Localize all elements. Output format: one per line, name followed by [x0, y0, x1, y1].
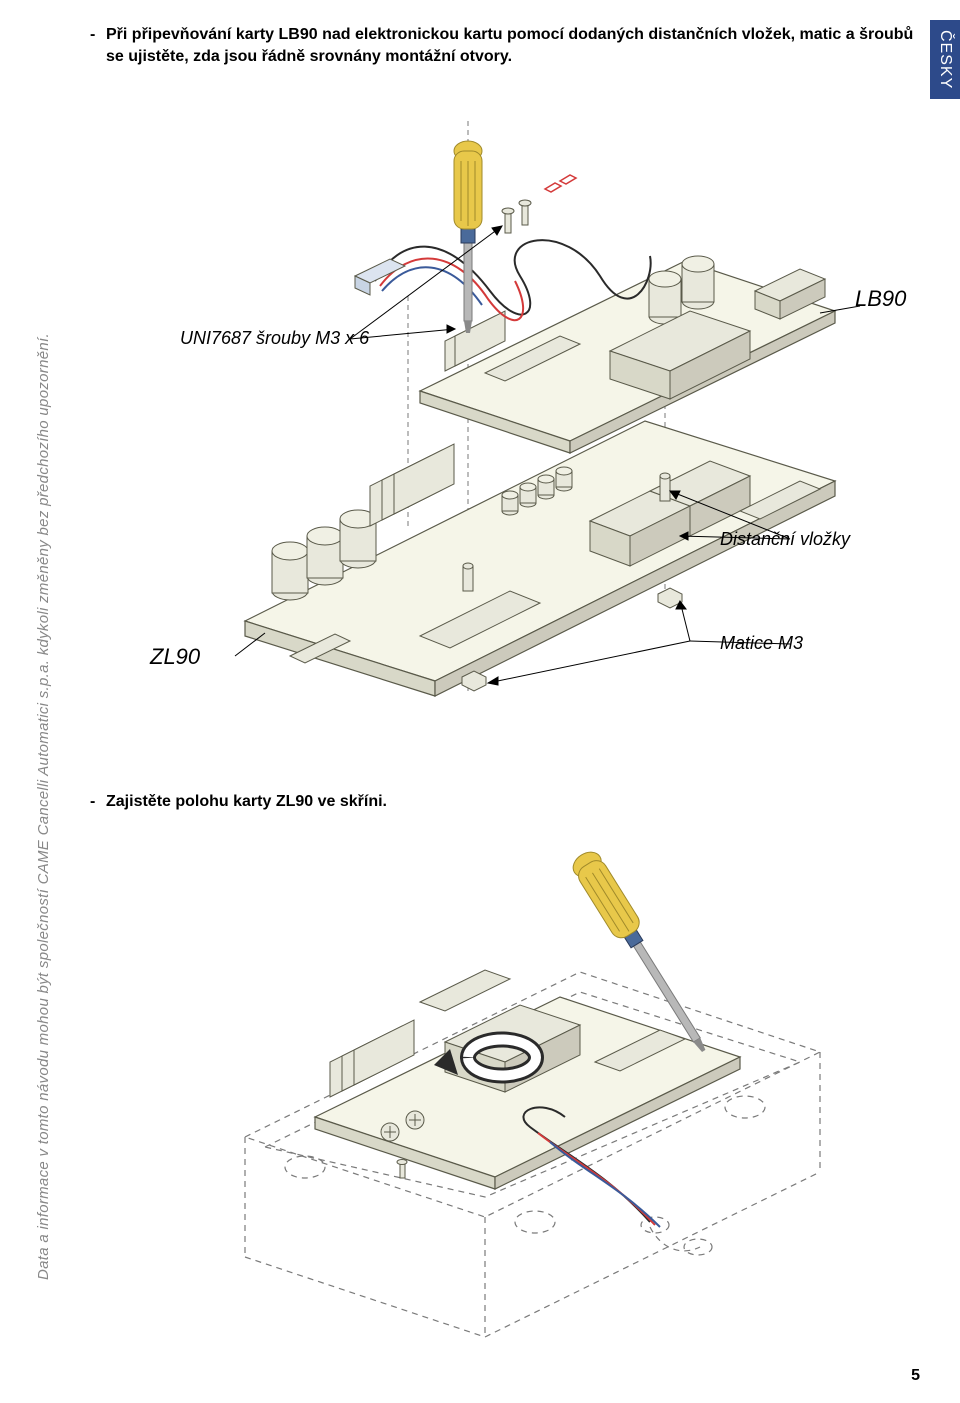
- manual-page: ČESKY Data a informace v tomto návodu mo…: [0, 0, 960, 1403]
- instruction-1-text: Při připevňování karty LB90 nad elektron…: [106, 24, 920, 67]
- page-number: 5: [911, 1367, 920, 1385]
- figure-enclosure: [90, 827, 920, 1387]
- instruction-2: - Zajistěte polohu karty ZL90 ve skříni.: [90, 791, 920, 813]
- label-zl90: ZL90: [150, 644, 200, 670]
- label-lb90: LB90: [855, 286, 906, 312]
- label-spacers: Distanční vložky: [720, 529, 850, 550]
- instruction-2-text: Zajistěte polohu karty ZL90 ve skříni.: [106, 791, 387, 813]
- copyright-notice: Data a informace v tomto návodu mohou bý…: [35, 200, 52, 1280]
- language-tab: ČESKY: [930, 20, 960, 99]
- enclosure-diagram-svg: [90, 827, 920, 1387]
- bullet-dash: -: [90, 791, 106, 813]
- pcb-diagram-svg: [90, 81, 920, 781]
- instruction-1: - Při připevňování karty LB90 nad elektr…: [90, 24, 920, 67]
- figure-pcb-assembly: UNI7687 šrouby M3 x 6 LB90 Distanční vlo…: [90, 81, 920, 781]
- bullet-dash: -: [90, 24, 106, 67]
- label-nuts: Matice M3: [720, 633, 803, 654]
- label-screws: UNI7687 šrouby M3 x 6: [180, 328, 369, 349]
